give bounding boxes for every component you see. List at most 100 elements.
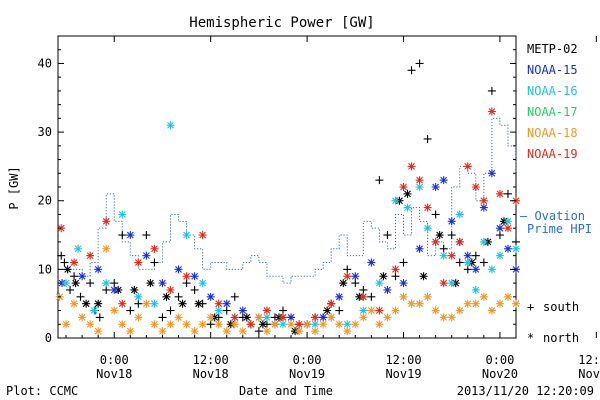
data-point xyxy=(190,272,199,281)
data-point xyxy=(343,320,352,329)
y-tick-label: 0 xyxy=(45,331,52,345)
data-point xyxy=(415,299,424,308)
data-point xyxy=(166,306,175,315)
data-point xyxy=(431,210,440,219)
data-point xyxy=(463,162,472,171)
data-point xyxy=(512,299,520,308)
x-tick-time-label: 12:00 xyxy=(385,353,421,367)
data-point xyxy=(102,217,111,226)
data-point xyxy=(190,285,199,294)
data-point xyxy=(230,313,239,322)
data-point xyxy=(174,292,183,301)
legend-north-symbol: * xyxy=(527,331,534,345)
data-point xyxy=(403,189,412,198)
data-point xyxy=(327,313,336,322)
data-point xyxy=(487,86,496,95)
data-point xyxy=(415,244,424,253)
data-point xyxy=(471,299,480,308)
legend-satellite-noaa-17: NOAA-17 xyxy=(527,105,578,119)
data-point xyxy=(479,258,488,267)
data-point xyxy=(150,258,159,267)
data-point xyxy=(399,292,408,301)
data-point xyxy=(495,231,504,240)
x-tick-time-label: 0:00 xyxy=(100,353,129,367)
legend-ovation-line2: Prime HPI xyxy=(527,222,592,236)
data-point xyxy=(222,306,231,315)
legend-south-label: south xyxy=(543,300,579,314)
data-point xyxy=(262,327,271,336)
data-point xyxy=(335,320,344,329)
data-point xyxy=(439,251,448,260)
data-point xyxy=(487,107,496,116)
data-point xyxy=(287,313,296,322)
data-point xyxy=(70,299,79,308)
data-point xyxy=(295,327,304,336)
x-tick-time-label: 0:00 xyxy=(293,353,322,367)
data-point xyxy=(435,231,444,240)
data-point xyxy=(343,327,352,336)
legend-ovation-line1: — Ovation xyxy=(520,209,585,223)
data-point xyxy=(206,320,215,329)
data-point xyxy=(130,285,139,294)
data-point xyxy=(495,224,504,233)
data-point xyxy=(439,176,448,185)
data-point xyxy=(512,244,520,253)
data-point xyxy=(222,299,231,308)
data-point xyxy=(503,244,512,253)
data-point xyxy=(182,272,191,281)
data-point xyxy=(479,203,488,212)
legend-satellite-noaa-16: NOAA-16 xyxy=(527,84,578,98)
data-point xyxy=(439,244,448,253)
legend-satellite-noaa-19: NOAA-19 xyxy=(527,147,578,161)
data-point xyxy=(230,320,239,329)
y-tick-label: 40 xyxy=(38,56,52,70)
data-point xyxy=(423,134,432,143)
data-point xyxy=(166,320,175,329)
data-point xyxy=(375,176,384,185)
data-point xyxy=(118,299,127,308)
data-point xyxy=(339,279,348,288)
x-tick-date-label: Nov18 xyxy=(96,367,132,381)
x-tick-date-label: Nov20 xyxy=(482,367,518,381)
data-point xyxy=(94,265,103,274)
data-point xyxy=(495,251,504,260)
data-point xyxy=(367,306,376,315)
data-point xyxy=(158,279,167,288)
data-point xyxy=(262,313,271,322)
data-point xyxy=(495,299,504,308)
data-point xyxy=(383,285,392,294)
data-point xyxy=(178,299,187,308)
data-point xyxy=(375,320,384,329)
data-point xyxy=(463,299,472,308)
data-point xyxy=(335,306,344,315)
series-layer xyxy=(55,59,520,336)
data-point xyxy=(319,313,328,322)
data-point xyxy=(86,251,95,260)
data-point xyxy=(447,279,456,288)
data-point xyxy=(431,306,440,315)
data-point xyxy=(471,285,480,294)
data-point xyxy=(399,258,408,267)
data-point xyxy=(258,320,267,329)
data-point xyxy=(206,313,215,322)
x-tick-time-label: 12:00 xyxy=(578,353,600,367)
data-point xyxy=(110,306,119,315)
data-point xyxy=(487,169,496,178)
legend-north-label: north xyxy=(543,331,579,345)
data-point xyxy=(162,292,171,301)
data-point xyxy=(74,244,83,253)
data-point xyxy=(254,327,263,336)
data-point xyxy=(287,320,296,329)
data-point xyxy=(447,231,456,240)
data-point xyxy=(423,203,432,212)
data-point xyxy=(146,279,155,288)
data-point xyxy=(343,265,352,274)
data-point xyxy=(359,292,368,301)
data-point xyxy=(94,327,103,336)
data-point xyxy=(455,258,464,267)
data-point xyxy=(455,306,464,315)
data-point xyxy=(214,320,223,329)
data-point xyxy=(335,292,344,301)
data-point xyxy=(439,313,448,322)
